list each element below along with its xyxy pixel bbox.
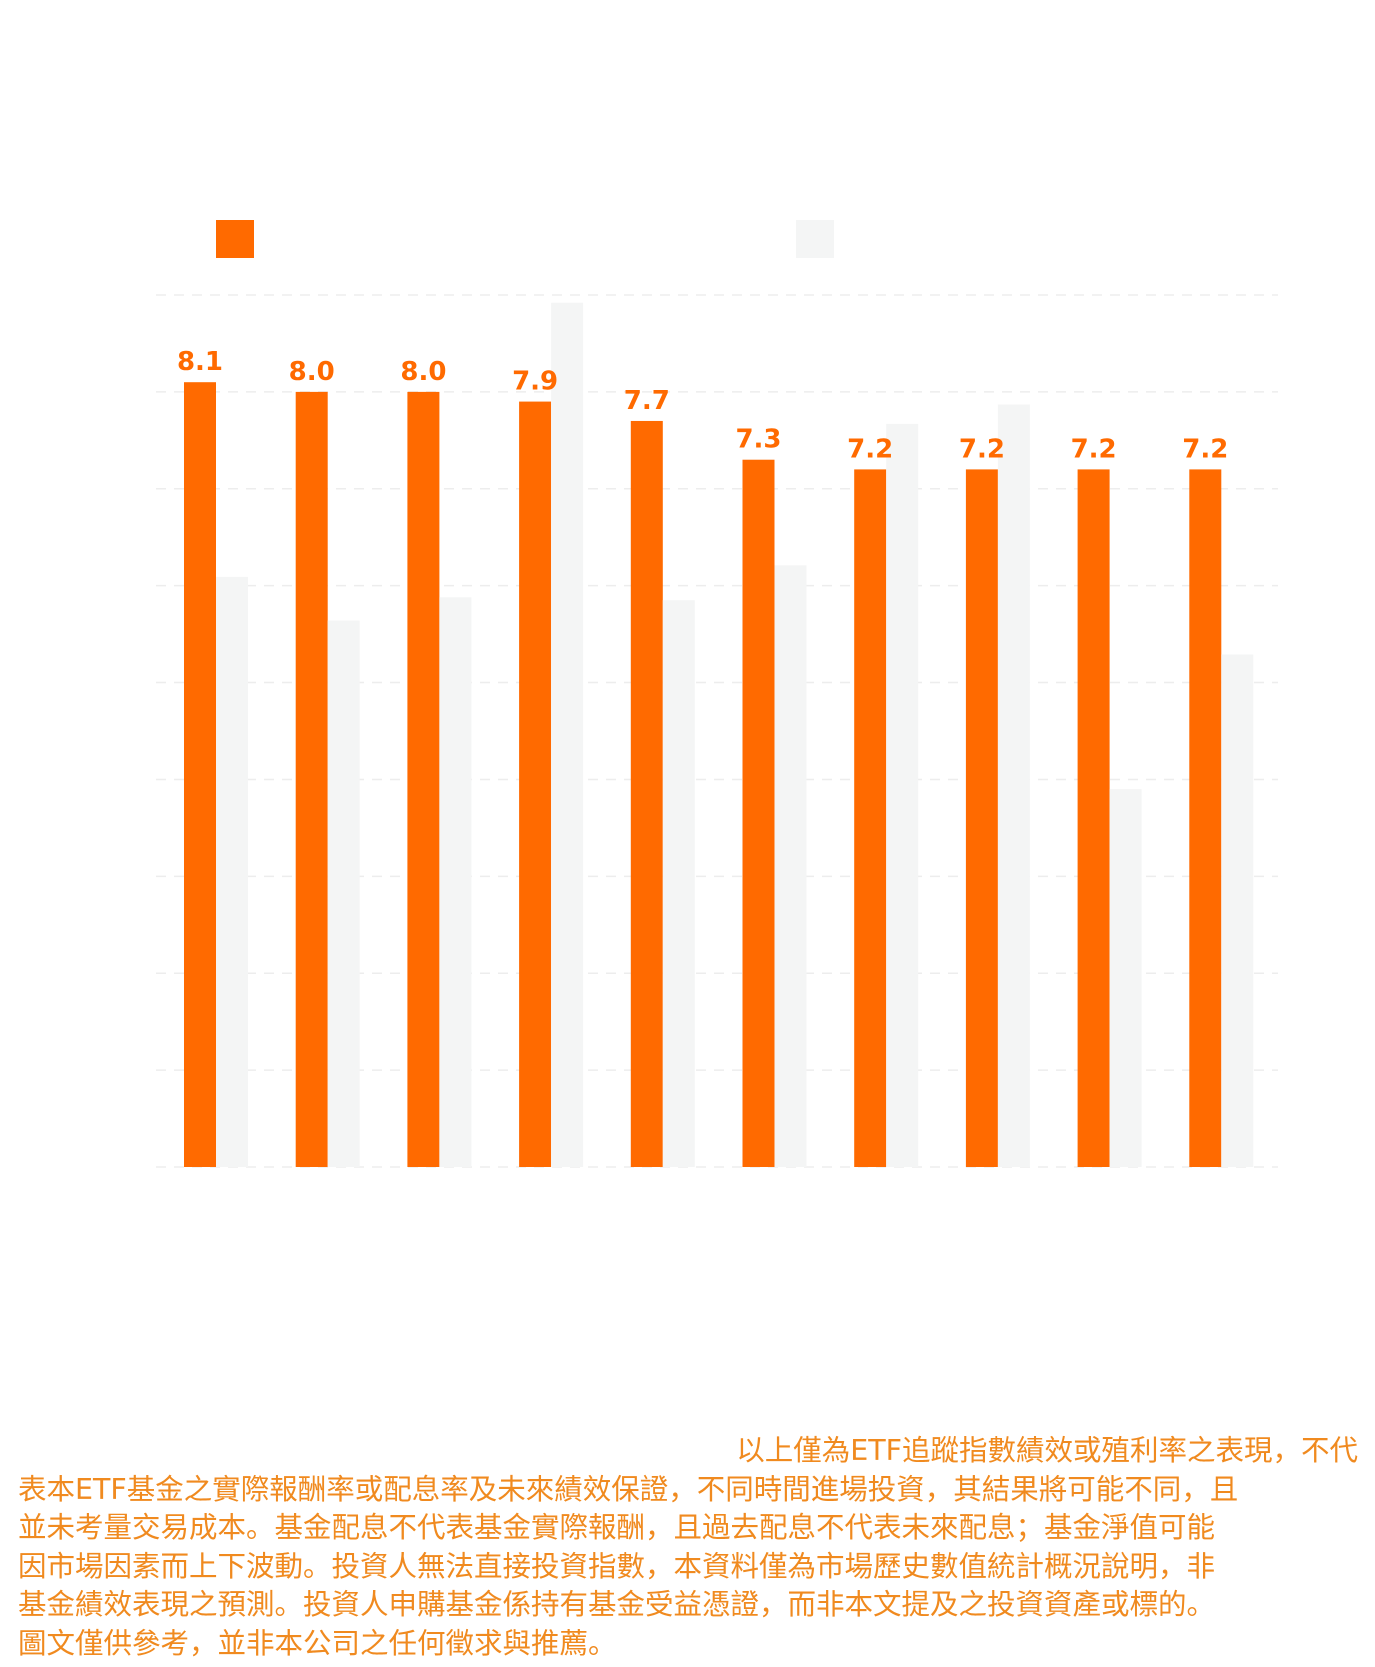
bars [184, 302, 1254, 1168]
value-label: 7.2 [1071, 434, 1117, 464]
bar-primary [1189, 469, 1222, 1167]
bar-secondary [327, 620, 360, 1167]
disclaimer-line: 表本ETF基金之實際報酬率或配息率及未來績效保證，不同時間進場投資，其結果將可能… [18, 1472, 1239, 1506]
bar-secondary [551, 302, 584, 1167]
disclaimer-line: 因市場因素而上下波動。投資人無法直接投資指數，本資料僅為市場歷史數值統計概況說明… [18, 1549, 1216, 1583]
bar-secondary [774, 565, 807, 1167]
legend-swatch-secondary [796, 220, 834, 258]
value-label: 7.9 [512, 367, 558, 397]
disclaimer-text: 以上僅為ETF追蹤指數績效或殖利率之表現，不代 表本ETF基金之實際報酬率或配息… [18, 1432, 1358, 1663]
bar-primary [965, 469, 998, 1167]
bar-primary [742, 459, 775, 1167]
bar-primary [407, 391, 440, 1167]
disclaimer-line: 以上僅為ETF追蹤指數績效或殖利率之表現，不代 [736, 1434, 1358, 1467]
bar-primary [630, 420, 663, 1167]
disclaimer-line: 圖文僅供參考，並非本公司之任何徵求與推薦。 [18, 1626, 617, 1660]
bar-primary [184, 382, 216, 1167]
bar-chart: 8.1 8.0 8.0 7.9 7.7 7.3 7.2 7.2 7.2 7.2 [156, 294, 1278, 1168]
value-labels: 8.1 8.0 8.0 7.9 7.7 7.3 7.2 7.2 7.2 7.2 [177, 347, 1228, 464]
disclaimer-line: 基金績效表現之預測。投資人申購基金係持有基金受益憑證，而非本文提及之投資資產或標… [18, 1588, 1216, 1621]
value-label: 8.0 [289, 357, 335, 387]
bar-primary [519, 401, 552, 1168]
value-label: 7.2 [959, 434, 1005, 464]
legend-swatch-primary [216, 220, 254, 258]
value-label: 7.3 [735, 425, 781, 455]
value-label: 8.1 [177, 347, 223, 377]
bar-primary [854, 469, 887, 1167]
bar-primary [1077, 469, 1110, 1167]
value-label: 7.7 [624, 386, 670, 416]
bar-secondary [1109, 789, 1142, 1167]
value-label: 8.0 [400, 357, 446, 387]
bar-secondary [216, 576, 248, 1167]
value-label: 7.2 [847, 434, 893, 464]
bar-secondary [439, 597, 472, 1167]
bar-secondary [662, 600, 695, 1167]
bar-secondary [1221, 654, 1254, 1167]
bar-primary [295, 391, 328, 1167]
bar-secondary [886, 423, 919, 1168]
disclaimer-line: 並未考量交易成本。基金配息不代表基金實際報酬，且過去配息不代表未來配息；基金淨值… [18, 1511, 1216, 1544]
bar-secondary [997, 404, 1030, 1167]
value-label: 7.2 [1182, 434, 1228, 464]
